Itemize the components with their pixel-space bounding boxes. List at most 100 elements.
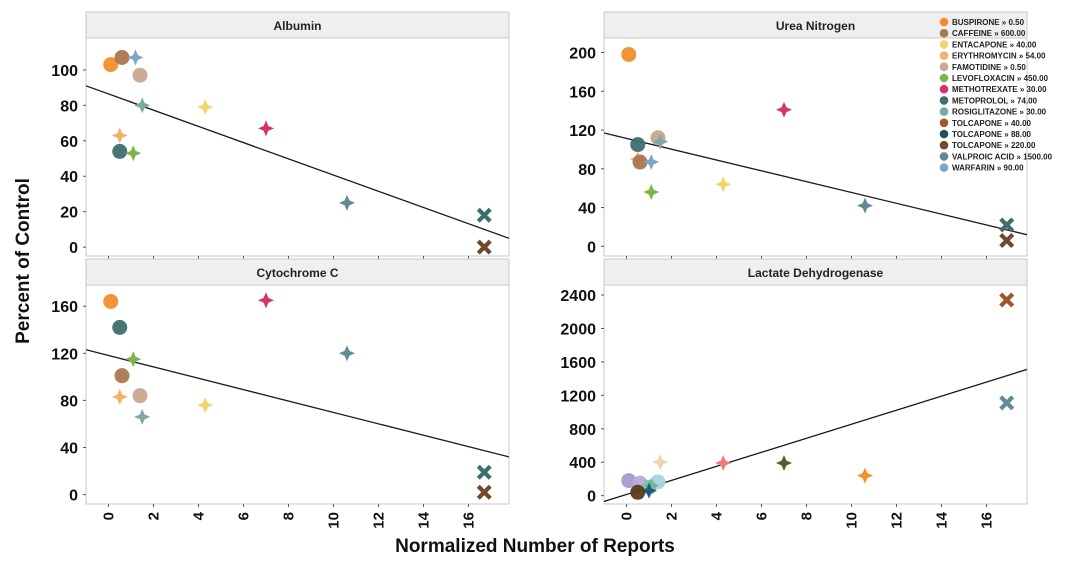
x-tick-label: 6 (236, 512, 253, 520)
legend-swatch (939, 129, 949, 139)
x-tick-label: 10 (844, 512, 861, 529)
x-tick-label: 16 (461, 512, 478, 529)
data-point-x (476, 464, 492, 480)
data-point-circle (132, 67, 148, 83)
x-tick-label: 12 (371, 512, 388, 529)
data-point-star (197, 99, 214, 116)
data-point-star (857, 197, 873, 214)
data-point-star (125, 351, 142, 368)
x-tick-label: 2 (664, 512, 681, 520)
x-tick-label: 0 (101, 512, 118, 520)
x-tick-label: 12 (889, 512, 906, 529)
data-point-star (127, 49, 144, 66)
data-point-circle (632, 154, 648, 170)
y-tick-label: 1600 (560, 355, 596, 372)
x-tick-label: 14 (416, 511, 433, 528)
panel-lactate-dehydrogenase: Lactate Dehydrogenase 0 400 800 1200 1600 2000… (560, 258, 1028, 529)
y-axis-label: Percent of Control (13, 178, 34, 344)
legend-swatch (939, 118, 949, 128)
x-tick-label: 10 (326, 512, 343, 529)
trend-line (86, 349, 509, 458)
legend-label: ENTACAPONE » 40.00 (952, 40, 1037, 49)
data-point-star (715, 455, 732, 472)
x-axis-label: Normalized Number of Reports (395, 536, 675, 557)
data-point-star (776, 101, 792, 118)
data-point-star (339, 194, 355, 211)
legend-label: TOLCAPONE » 40.00 (952, 119, 1032, 128)
data-point-x (476, 207, 492, 223)
y-tick-label: 0 (587, 489, 596, 506)
legend-label: FAMOTIDINE » 0.50 (952, 63, 1026, 72)
data-point-star (643, 184, 660, 201)
data-point-circle (114, 49, 130, 65)
panel-header (85, 11, 510, 39)
legend-label: ROSIGLITAZONE » 30.00 (952, 108, 1047, 117)
data-point-x (999, 233, 1015, 248)
panel-albumin: Albumin0204060801000246810121416 (51, 11, 510, 281)
legend-label: TOLCAPONE » 220.00 (952, 141, 1036, 150)
data-point-circle (112, 319, 128, 335)
y-tick-label: 60 (60, 134, 78, 151)
data-point-circle (621, 46, 637, 62)
data-point-star (652, 454, 669, 471)
data-point-star (715, 176, 732, 193)
x-tick-label: 2 (146, 512, 163, 520)
data-point-star (857, 467, 873, 484)
y-tick-label: 80 (578, 162, 596, 179)
panel-frame (603, 258, 1028, 505)
legend-label: CAFFEINE » 600.00 (952, 29, 1026, 38)
legend-swatch (939, 40, 949, 49)
panel-points (604, 292, 1027, 503)
legend-label: VALPROIC ACID » 1500.00 (952, 152, 1053, 161)
x-tick-label: 8 (281, 512, 298, 520)
trend-line (604, 368, 1027, 503)
data-point-star (197, 397, 214, 414)
legend-swatch (939, 163, 949, 172)
y-tick-label: 160 (51, 299, 78, 316)
legend-swatch (939, 140, 949, 150)
panel-title: Cytochrome C (256, 266, 338, 280)
data-point-x (476, 484, 492, 500)
panel-header (85, 258, 510, 286)
panel-title: Albumin (274, 19, 322, 33)
trend-line (604, 132, 1027, 236)
legend-label: BUSPIRONE » 0.50 (952, 18, 1025, 27)
y-tick-label: 1200 (560, 388, 596, 405)
y-tick-label: 2000 (560, 321, 596, 338)
data-point-x (999, 292, 1015, 308)
y-tick-label: 0 (69, 488, 78, 505)
data-point-star (776, 455, 792, 472)
data-point-star (125, 145, 142, 162)
legend-label: ERYTHROMYCIN » 54.00 (952, 52, 1046, 61)
legend-swatch (939, 152, 949, 161)
data-point-circle (621, 473, 637, 489)
panel-header (603, 258, 1028, 286)
data-point-circle (112, 143, 128, 159)
panel-frame (603, 11, 1028, 257)
legend-label: LEVOFLOXACIN » 450.00 (952, 74, 1049, 83)
y-tick-label: 2400 (560, 288, 596, 305)
trend-line (86, 85, 509, 239)
data-point-circle (103, 293, 119, 309)
x-tick-label: 8 (799, 512, 816, 520)
x-tick-label: 6 (754, 512, 771, 520)
data-point-circle (132, 388, 148, 404)
panel-frame (85, 11, 510, 257)
y-tick-label: 160 (569, 84, 596, 101)
x-tick-label: 4 (191, 511, 208, 520)
legend-swatch (939, 73, 949, 83)
y-tick-label: 120 (569, 123, 596, 140)
panel-title: Lactate Dehydrogenase (748, 266, 884, 280)
legend-swatch (939, 28, 949, 38)
legend: BUSPIRONE » 0.50 CAFFEINE » 600.00 ENTACAP… (939, 17, 1053, 173)
legend-swatch (939, 84, 949, 94)
panel-points (86, 49, 509, 255)
data-point-star (111, 127, 128, 144)
y-tick-label: 40 (60, 169, 78, 186)
y-tick-label: 40 (578, 201, 596, 218)
y-tick-label: 40 (60, 440, 78, 457)
data-point-star (339, 345, 355, 362)
data-point-star (643, 477, 660, 494)
data-point-star (134, 97, 151, 114)
